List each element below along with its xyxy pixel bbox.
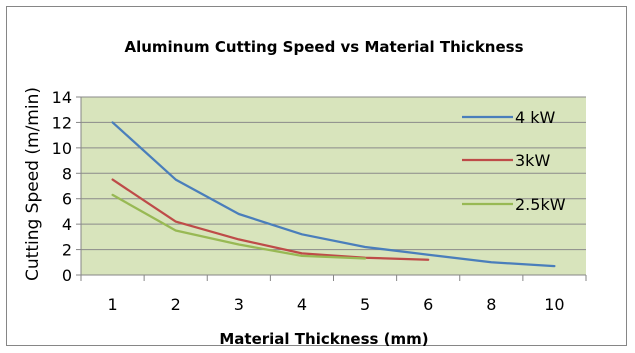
plot-area [81,97,586,275]
x-tick-label: 10 [544,295,564,314]
series-line-2 [111,193,367,260]
legend-label-0: 4 kW [515,108,556,127]
y-tick-label: 10 [52,139,72,158]
legend-label-1: 3kW [515,151,550,170]
series-line-0 [111,121,556,268]
x-tick-label: 5 [360,295,370,314]
x-tick-label: 4 [297,295,307,314]
x-tick-label: 3 [234,295,244,314]
y-axis-label: Cutting Speed (m/min) [23,87,43,281]
y-tick-label: 6 [62,190,72,209]
legend: 4 kW 3kW 2.5kW [462,108,566,214]
series-lines [111,121,556,268]
y-tick-label: 2 [62,241,72,260]
x-tick-label: 1 [107,295,117,314]
y-tick-label: 0 [62,266,72,285]
x-axis-label: Material Thickness (mm) [219,330,428,348]
y-axis-ticks: 0 2 4 6 8 10 12 14 [52,88,81,285]
x-tick-label: 8 [486,295,496,314]
y-tick-label: 12 [52,113,72,132]
series-line-1 [111,178,430,261]
x-axis-ticks: 1 2 3 4 5 6 8 10 [80,275,587,314]
y-tick-label: 4 [62,215,72,234]
x-tick-label: 6 [423,295,433,314]
legend-label-2: 2.5kW [515,195,566,214]
y-tick-label: 14 [52,88,72,107]
chart-title: Aluminum Cutting Speed vs Material Thick… [124,38,523,56]
y-tick-label: 8 [62,164,72,183]
x-tick-label: 2 [171,295,181,314]
